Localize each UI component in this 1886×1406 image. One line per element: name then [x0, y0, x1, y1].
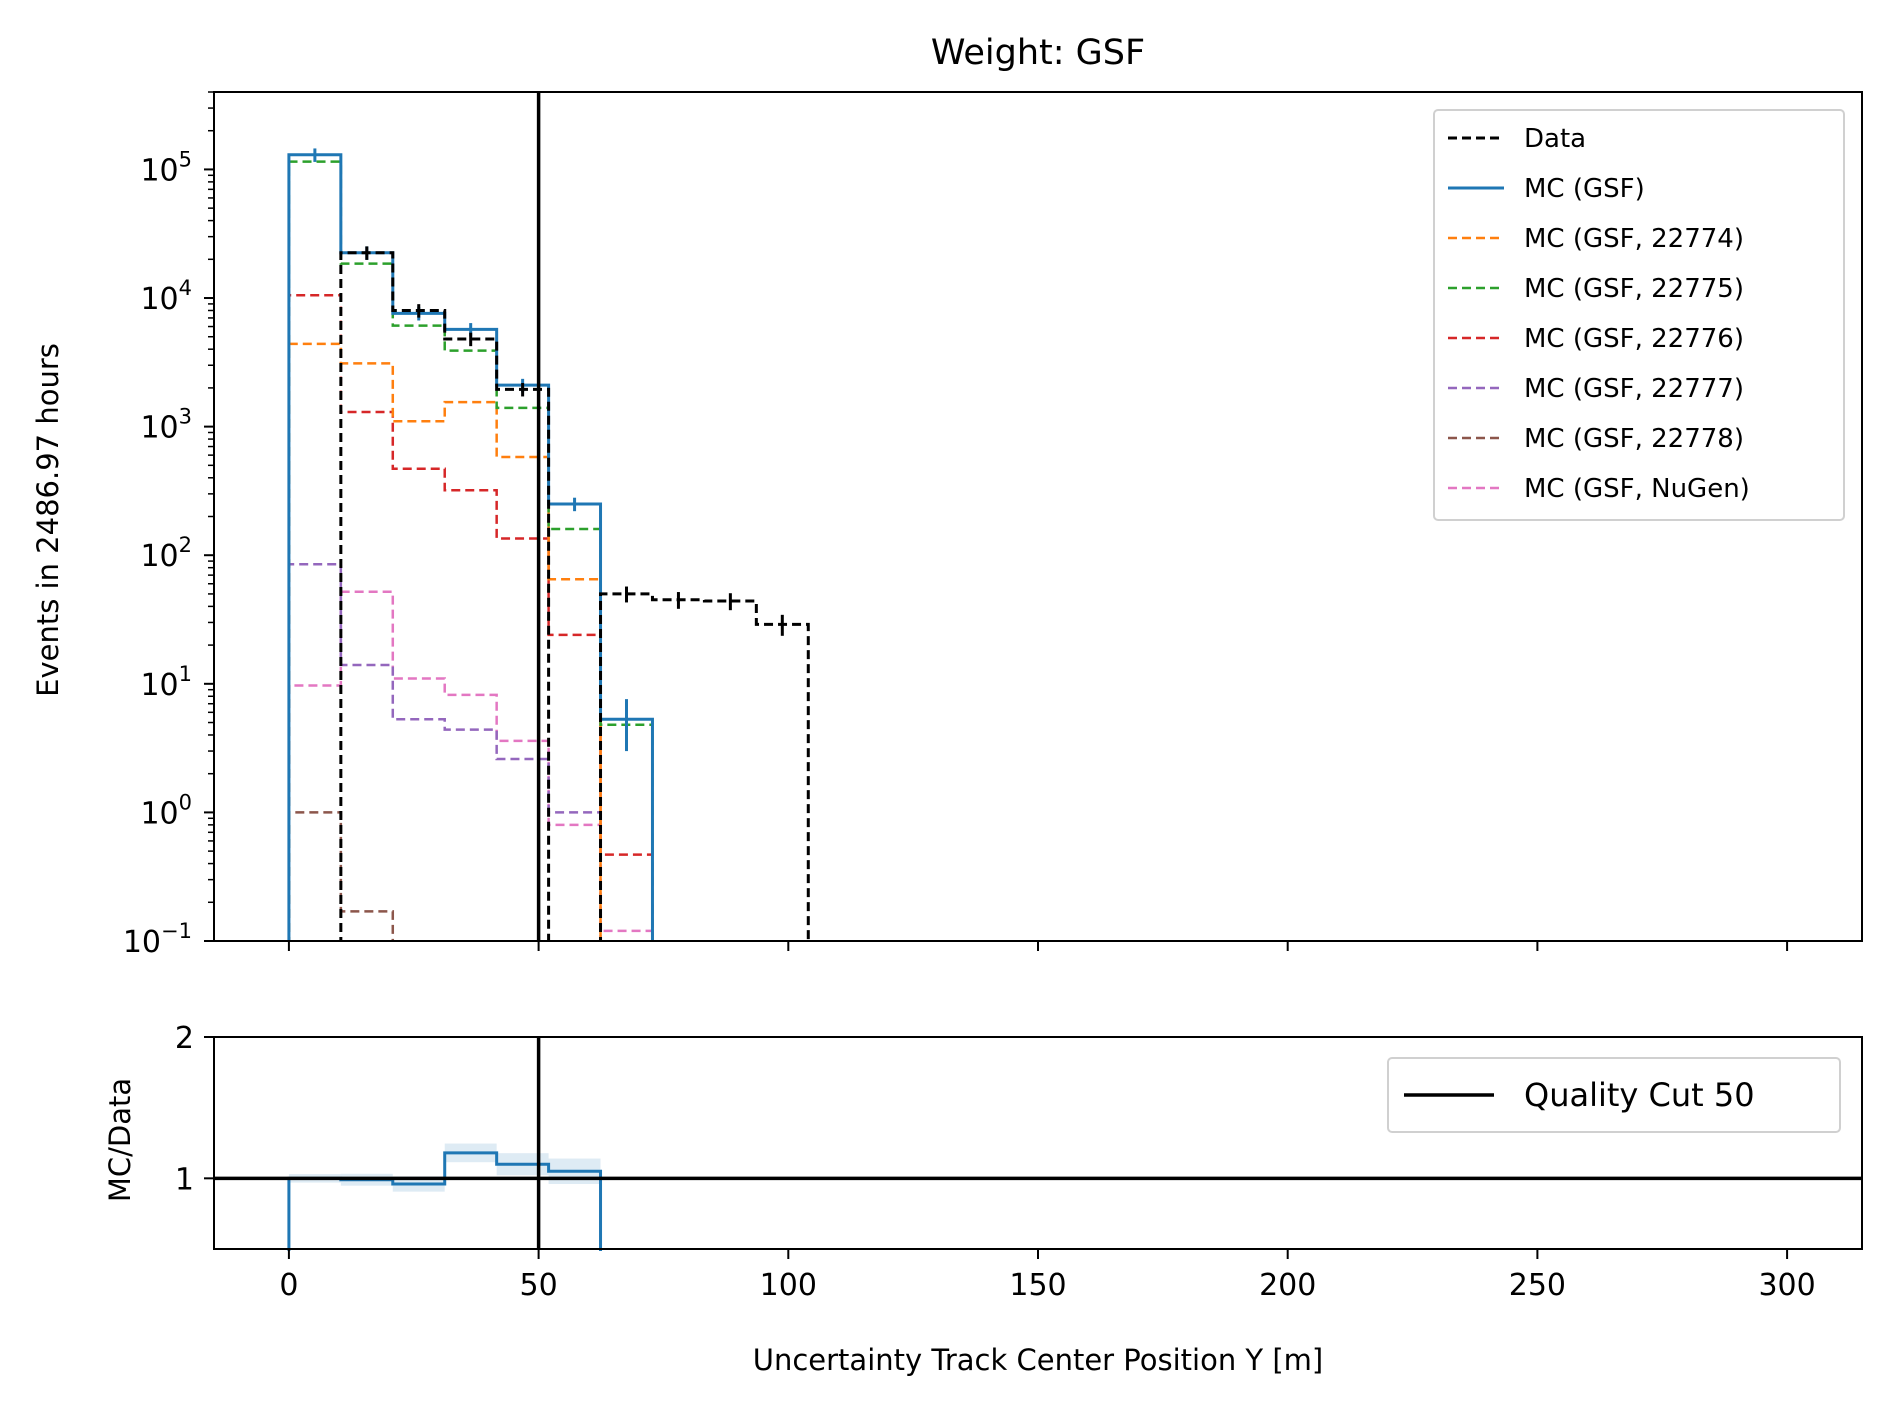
ratio-y-ticks: 12 [175, 1021, 214, 1197]
ratio-y-tick-label: 1 [175, 1162, 194, 1197]
y-axis-label: Events in 2486.97 hours [31, 343, 65, 697]
histogram-plot-area [287, 92, 810, 941]
series-6 [287, 811, 395, 941]
ratio-panel: MC/Data 12 0 50 100 150 200 250 300 Uncertaint… [103, 1021, 1863, 1377]
main-x-ticks [287, 941, 1789, 951]
legend-label: Data [1524, 124, 1586, 154]
x-tick-label: 300 [1758, 1268, 1815, 1303]
ratio-legend-box [1387, 1057, 1841, 1133]
legend-box [1433, 109, 1845, 521]
legend-label: MC (GSF, NuGen) [1524, 474, 1750, 504]
x-tick-label: 150 [1009, 1268, 1066, 1303]
x-tick-label: 0 [279, 1268, 298, 1303]
x-tick-label: 200 [1259, 1268, 1316, 1303]
legend: Data MC (GSF) MC (GSF, 22774) MC (GSF, 2277… [1433, 109, 1845, 521]
x-tick-label: 250 [1509, 1268, 1566, 1303]
ratio-legend: Quality Cut 50 [1387, 1057, 1841, 1133]
chart-title: Weight: GSF [931, 33, 1145, 73]
x-ticks: 0 50 100 150 200 250 300 [279, 1249, 1816, 1303]
series-0 [339, 246, 810, 941]
legend-label: MC (GSF, 22778) [1524, 424, 1744, 454]
ratio-y-axis-label: MC/Data [103, 1078, 137, 1202]
series-step-line [287, 342, 602, 941]
legend-label: MC (GSF, 22774) [1524, 224, 1744, 254]
y-tick-label: 101 [140, 662, 192, 703]
series-step-line [287, 811, 395, 941]
x-tick-label: 100 [760, 1268, 817, 1303]
legend-label: MC (GSF, 22775) [1524, 274, 1744, 304]
main-panel: Weight: GSF Events in 2486.97 hours 10−1… [31, 33, 1863, 960]
ratio-plot-area [214, 1037, 1862, 1251]
ratio-y-tick-label: 2 [175, 1021, 194, 1056]
y-tick-label: 102 [140, 533, 192, 574]
y-tick-label: 100 [140, 790, 192, 831]
x-tick-label: 50 [520, 1268, 558, 1303]
ratio-legend-label: Quality Cut 50 [1524, 1076, 1755, 1114]
legend-label: MC (GSF, 22777) [1524, 374, 1744, 404]
series-2 [287, 342, 602, 941]
x-axis-label: Uncertainty Track Center Position Y [m] [753, 1343, 1324, 1377]
legend-label: MC (GSF) [1524, 174, 1645, 204]
legend-label: MC (GSF, 22776) [1524, 324, 1744, 354]
